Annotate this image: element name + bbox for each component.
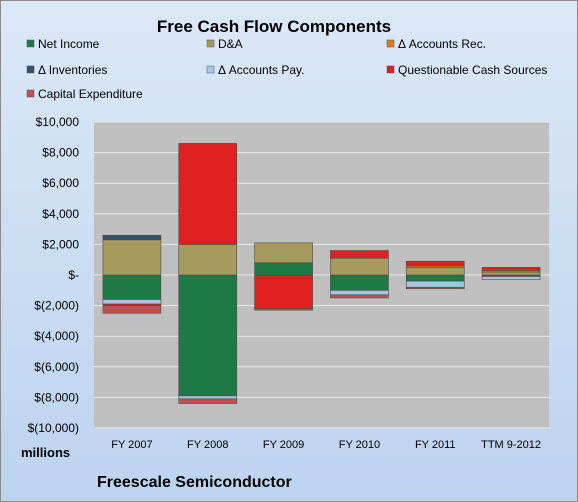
legend-swatch-questionable-cash-sources xyxy=(386,65,395,74)
units-label: millions xyxy=(21,445,70,460)
legend-label-d-a: D&A xyxy=(218,37,243,51)
bar-capital-expenditure-fy-2011 xyxy=(405,286,465,290)
bar-inventories-fy-2007 xyxy=(102,234,162,241)
bar-accounts-pay-ttm-9-2012 xyxy=(481,276,541,280)
legend-label-questionable-cash-sources: Questionable Cash Sources xyxy=(398,63,547,77)
bar-accounts-pay-fy-2011 xyxy=(405,280,465,288)
bar-capital-expenditure-fy-2007 xyxy=(102,305,162,314)
y-tick-label: $(6,000) xyxy=(34,360,79,374)
bar-d-a-fy-2007 xyxy=(102,239,162,276)
bar-capital-expenditure-fy-2009 xyxy=(254,308,313,311)
legend-label-capital-expenditure: Capital Expenditure xyxy=(38,87,143,101)
bar-d-a-fy-2010 xyxy=(330,257,389,276)
bar-accounts-pay-fy-2007 xyxy=(102,299,162,305)
legend-swatch-capital-expenditure xyxy=(26,89,35,98)
legend-swatch-d-a xyxy=(206,39,215,48)
bar-questionable-cash-sources-ttm-9-2012 xyxy=(481,267,541,271)
chart-title: Free Cash Flow Components xyxy=(157,17,391,36)
x-tick-label: FY 2011 xyxy=(415,439,456,451)
x-tick-label: FY 2007 xyxy=(111,439,152,451)
y-tick-label: $(4,000) xyxy=(34,329,79,343)
legend-label-inventories: Δ Inventories xyxy=(38,63,107,77)
bar-questionable-cash-sources-fy-2009 xyxy=(254,274,313,309)
x-tick-label: FY 2010 xyxy=(339,439,380,451)
bar-capital-expenditure-fy-2008 xyxy=(178,398,238,404)
bar-capital-expenditure-fy-2010 xyxy=(330,294,389,299)
y-tick-label: $8,000 xyxy=(42,146,79,160)
bar-questionable-cash-sources-fy-2011 xyxy=(405,260,465,267)
legend-swatch-net-income xyxy=(26,39,35,48)
y-tick-label: $6,000 xyxy=(42,176,79,190)
x-tick-label: TTM 9-2012 xyxy=(481,439,541,451)
bar-d-a-fy-2009 xyxy=(254,242,313,264)
y-tick-label: $(2,000) xyxy=(34,299,79,313)
x-tick-label: FY 2008 xyxy=(187,439,228,451)
bar-net-income-fy-2007 xyxy=(102,274,162,300)
bar-accounts-pay-fy-2010 xyxy=(330,289,389,296)
legend-swatch-accounts-pay xyxy=(206,65,215,74)
y-tick-label: $(10,000) xyxy=(28,421,79,435)
bar-questionable-cash-sources-fy-2008 xyxy=(178,143,238,245)
legend-label-accounts-rec: Δ Accounts Rec. xyxy=(398,37,486,51)
legend-label-net-income: Net Income xyxy=(38,37,100,51)
legend-label-accounts-pay: Δ Accounts Pay. xyxy=(218,63,305,77)
bar-d-a-fy-2008 xyxy=(178,244,238,276)
bar-net-income-fy-2010 xyxy=(330,274,389,291)
y-tick-label: $(8,000) xyxy=(34,390,79,404)
bar-questionable-cash-sources-fy-2010 xyxy=(330,250,389,259)
bar-d-a-ttm-9-2012 xyxy=(481,271,541,276)
company-name: Freescale Semiconductor xyxy=(97,474,292,491)
bar-net-income-fy-2009 xyxy=(254,262,313,276)
y-tick-label: $10,000 xyxy=(36,115,80,129)
bar-net-income-fy-2008 xyxy=(178,274,238,397)
legend-swatch-accounts-rec xyxy=(386,39,395,48)
y-tick-label: $2,000 xyxy=(42,237,79,251)
y-tick-label: $- xyxy=(68,268,79,282)
legend-swatch-inventories xyxy=(26,65,35,74)
x-tick-label: FY 2009 xyxy=(263,439,304,451)
bar-d-a-fy-2011 xyxy=(405,267,465,276)
bar-accounts-pay-fy-2008 xyxy=(178,395,238,400)
bar-net-income-fy-2011 xyxy=(405,274,465,282)
y-tick-label: $4,000 xyxy=(42,207,79,221)
